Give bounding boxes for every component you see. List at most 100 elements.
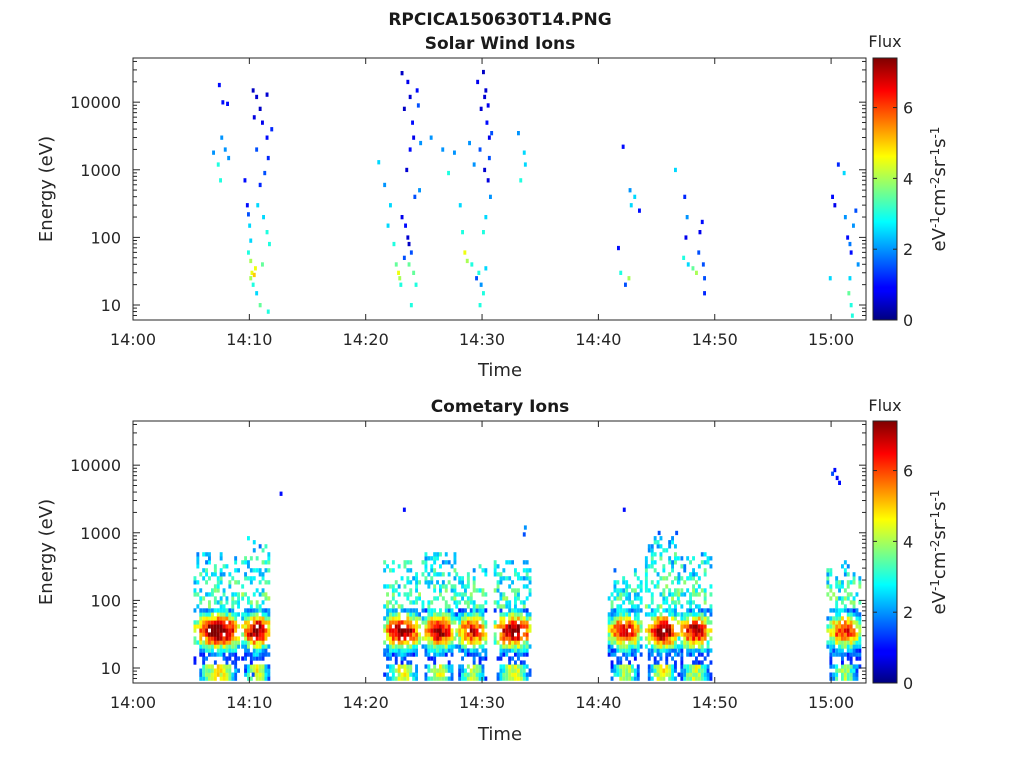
- heatmap-cell: [196, 580, 200, 585]
- heatmap-cell: [519, 648, 523, 653]
- heatmap-cell: [478, 616, 482, 621]
- heatmap-cell: [482, 230, 485, 235]
- heatmap-cell: [219, 632, 223, 637]
- y-tick-label: 10: [101, 659, 121, 678]
- heatmap-cell: [447, 560, 451, 565]
- heatmap-cell: [644, 584, 648, 589]
- heatmap-cell: [848, 276, 852, 281]
- heatmap-cell: [472, 628, 476, 633]
- heatmap-cell: [700, 588, 704, 593]
- heatmap-cell: [505, 648, 509, 653]
- heatmap-cell: [703, 668, 707, 673]
- heatmap-cell: [252, 628, 256, 633]
- heatmap-cell: [205, 612, 208, 617]
- heatmap-cell: [406, 612, 410, 617]
- heatmap-cell: [482, 291, 485, 296]
- heatmap-cell: [628, 608, 631, 613]
- heatmap-cell: [838, 612, 841, 617]
- heatmap-cell: [403, 640, 407, 645]
- heatmap-cell: [409, 648, 413, 653]
- heatmap-cell: [628, 664, 631, 669]
- heatmap-cell: [496, 640, 500, 645]
- heatmap-cell: [464, 612, 467, 617]
- heatmap-cell: [522, 648, 526, 653]
- heatmap-cell: [439, 676, 442, 681]
- heatmap-cell: [391, 568, 395, 573]
- heatmap-cell: [842, 170, 846, 176]
- heatmap-cell: [628, 644, 631, 649]
- heatmap-cell: [636, 612, 640, 617]
- heatmap-cell: [412, 628, 416, 633]
- heatmap-cell: [415, 596, 418, 601]
- heatmap-cell: [633, 628, 637, 633]
- heatmap-cell: [430, 580, 434, 585]
- heatmap-cell: [650, 652, 654, 657]
- heatmap-cell: [258, 182, 262, 188]
- heatmap-cell: [441, 672, 445, 677]
- heatmap-cell: [234, 636, 238, 641]
- heatmap-cell: [829, 636, 833, 641]
- heatmap-cell: [199, 636, 203, 641]
- heatmap-cell: [668, 632, 672, 637]
- heatmap-cell: [676, 596, 680, 601]
- heatmap-cell: [686, 608, 690, 613]
- heatmap-cell: [430, 636, 434, 641]
- heatmap-cell: [846, 620, 850, 625]
- heatmap-cell: [408, 147, 412, 152]
- heatmap-cell: [656, 540, 660, 545]
- heatmap-cell: [231, 632, 235, 637]
- heatmap-cell: [671, 580, 674, 585]
- heatmap-cell: [472, 620, 476, 625]
- heatmap-cell: [650, 608, 654, 613]
- heatmap-cell: [433, 560, 437, 565]
- heatmap-cell: [514, 660, 517, 665]
- heatmap-cell: [858, 600, 862, 605]
- heatmap-cell: [397, 616, 401, 621]
- heatmap-cell: [496, 580, 500, 585]
- heatmap-cell: [427, 580, 431, 585]
- heatmap-cell: [671, 600, 674, 605]
- heatmap-cell: [231, 592, 235, 597]
- heatmap-cell: [394, 632, 398, 637]
- heatmap-cell: [829, 644, 833, 649]
- heatmap-cell: [700, 620, 704, 625]
- heatmap-cell: [525, 640, 529, 645]
- heatmap-cell: [228, 584, 232, 589]
- heatmap-cell: [843, 676, 847, 681]
- heatmap-cell: [832, 676, 836, 681]
- heatmap-cell: [514, 612, 517, 617]
- heatmap-cell: [484, 88, 488, 93]
- heatmap-cell: [397, 640, 401, 645]
- heatmap-cell: [508, 648, 512, 653]
- heatmap-cell: [244, 632, 247, 637]
- heatmap-cell: [677, 592, 681, 597]
- heatmap-cell: [841, 676, 844, 681]
- heatmap-cell: [493, 568, 497, 573]
- heatmap-cell: [481, 624, 485, 629]
- heatmap-cell: [267, 676, 271, 681]
- heatmap-cell: [843, 644, 847, 649]
- heatmap-cell: [622, 664, 626, 669]
- heatmap-cell: [502, 576, 506, 581]
- heatmap-cell: [697, 644, 701, 649]
- heatmap-cell: [199, 644, 203, 649]
- heatmap-cell: [234, 668, 238, 673]
- heatmap-cell: [469, 616, 473, 621]
- heatmap-cell: [252, 668, 256, 673]
- heatmap-cell: [517, 616, 520, 621]
- heatmap-cell: [444, 612, 448, 617]
- heatmap-cell: [439, 640, 442, 645]
- heatmap-cell: [622, 672, 626, 677]
- heatmap-cell: [205, 648, 208, 653]
- heatmap-cell: [403, 656, 407, 661]
- heatmap-cell: [525, 648, 529, 653]
- heatmap-cell: [665, 636, 669, 641]
- heatmap-cell: [464, 608, 467, 613]
- heatmap-cell: [481, 648, 485, 653]
- heatmap-cell: [430, 616, 434, 621]
- heatmap-cell: [406, 592, 410, 597]
- heatmap-cell: [421, 600, 425, 605]
- heatmap-cell: [849, 632, 853, 637]
- heatmap-cell: [852, 612, 856, 617]
- heatmap-cell: [234, 556, 238, 561]
